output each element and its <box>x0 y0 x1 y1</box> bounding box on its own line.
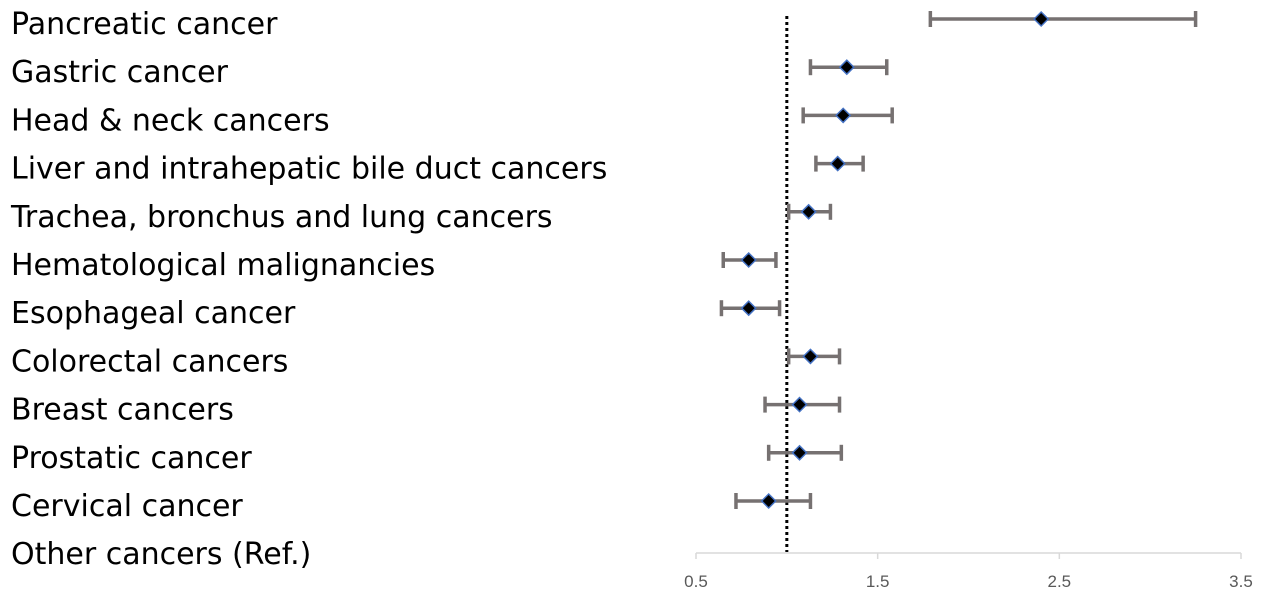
category-label: Colorectal cancers <box>11 344 288 379</box>
category-label: Trachea, bronchus and lung cancers <box>10 200 553 235</box>
category-label: Liver and intrahepatic bile duct cancers <box>11 152 607 187</box>
category-label: Hematological malignancies <box>11 248 435 283</box>
point-estimate-marker <box>740 251 757 269</box>
x-axis: 0.5 1.5 2.5 3.5 <box>684 552 1253 591</box>
point-estimate-marker <box>791 396 808 413</box>
point-estimate-marker <box>829 155 846 172</box>
category-labels: Pancreatic cancer Gastric cancer Head & ne… <box>10 7 607 572</box>
x-tick-label: 3.5 <box>1229 572 1253 591</box>
x-tick-label: 0.5 <box>684 572 708 591</box>
error-bars <box>719 11 1198 509</box>
category-label: Prostatic cancer <box>11 441 252 476</box>
point-estimate-marker <box>1033 10 1050 28</box>
category-label: Pancreatic cancer <box>11 7 278 42</box>
x-tick-label: 2.5 <box>1048 572 1072 591</box>
category-label: Breast cancers <box>11 393 234 428</box>
point-estimate-marker <box>838 59 855 76</box>
point-estimate-marker <box>740 300 757 317</box>
point-estimate-marker <box>835 107 852 124</box>
category-label: Esophageal cancer <box>11 296 296 331</box>
x-tick-label: 1.5 <box>866 572 890 591</box>
point-estimate-marker <box>760 492 777 510</box>
error-bar <box>928 11 1198 27</box>
category-label: Gastric cancer <box>11 55 229 90</box>
point-estimate-marker <box>791 444 808 461</box>
category-label: Cervical cancer <box>11 489 243 524</box>
category-label: Other cancers (Ref.) <box>11 537 311 572</box>
point-estimate-marker <box>802 348 819 365</box>
point-estimates <box>740 10 1050 510</box>
point-estimate-marker <box>800 203 817 220</box>
category-label: Head & neck cancers <box>11 103 330 138</box>
